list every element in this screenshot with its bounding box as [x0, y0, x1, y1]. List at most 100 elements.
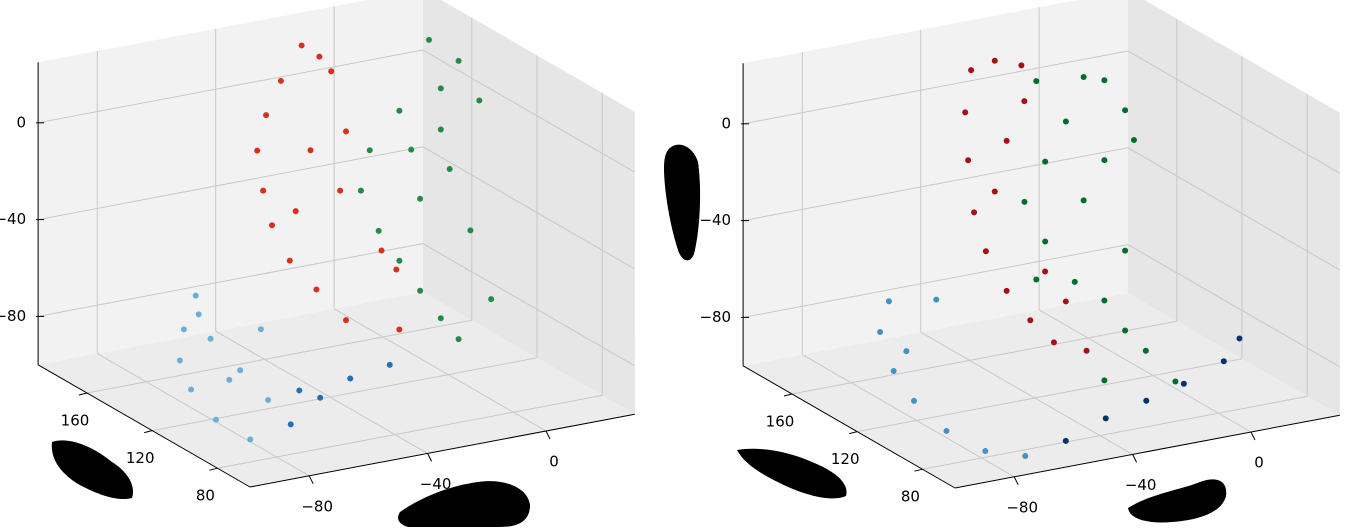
- point: [396, 326, 403, 333]
- point: [337, 187, 344, 194]
- series: [1062, 335, 1243, 444]
- point: [316, 53, 323, 60]
- y-tick: [209, 467, 218, 471]
- point: [254, 147, 261, 154]
- point: [1101, 377, 1108, 384]
- z-tick-label: −80: [699, 308, 731, 326]
- point: [1003, 287, 1010, 294]
- series: [176, 292, 272, 443]
- point: [943, 427, 950, 434]
- point: [877, 329, 884, 335]
- series: [254, 42, 403, 333]
- grid-line: [922, 395, 1308, 470]
- x-tick-label: −80: [301, 497, 333, 515]
- point: [437, 85, 444, 92]
- x-tick: [545, 430, 551, 440]
- grid-line: [97, 353, 310, 477]
- point: [287, 421, 294, 428]
- back-pane: [743, 0, 1128, 366]
- point: [968, 67, 975, 74]
- point: [1021, 98, 1028, 105]
- point: [1062, 118, 1069, 125]
- point: [357, 187, 364, 194]
- x-tick-label: 0: [549, 453, 559, 471]
- y-tick-label: 160: [766, 413, 795, 431]
- point: [292, 208, 299, 215]
- point: [417, 195, 424, 202]
- side-pane: [1127, 0, 1340, 416]
- point: [269, 222, 276, 229]
- point: [298, 42, 305, 49]
- point: [885, 298, 892, 305]
- x-tick: [1132, 454, 1138, 463]
- series: [287, 361, 393, 428]
- grid-line: [791, 320, 1177, 395]
- point: [257, 326, 264, 333]
- grid-line: [1127, 147, 1341, 271]
- grid-line: [86, 319, 472, 394]
- x-tick-label: −40: [420, 475, 452, 493]
- point: [347, 375, 354, 382]
- point: [1080, 73, 1087, 80]
- point: [188, 386, 195, 393]
- point: [396, 107, 403, 114]
- x-tick-label: −80: [1006, 498, 1038, 516]
- redaction: [737, 448, 847, 499]
- grid-line: [215, 330, 428, 454]
- point: [286, 257, 293, 264]
- point: [1062, 437, 1069, 444]
- point: [263, 112, 270, 119]
- y-tick-label: 80: [196, 487, 215, 505]
- point: [195, 311, 202, 318]
- y-tick: [144, 430, 153, 434]
- point: [237, 367, 244, 374]
- y-axis-line: [37, 364, 251, 488]
- point: [386, 361, 393, 368]
- side-pane: [422, 0, 635, 415]
- point: [437, 126, 444, 133]
- point: [408, 146, 415, 153]
- point: [207, 335, 214, 342]
- point: [965, 157, 972, 164]
- point: [1033, 276, 1040, 283]
- point: [962, 109, 969, 116]
- point: [212, 416, 219, 423]
- point: [343, 128, 350, 135]
- point: [476, 97, 483, 104]
- point: [991, 57, 998, 64]
- series: [357, 36, 495, 343]
- point: [375, 227, 382, 234]
- point: [890, 368, 897, 375]
- point: [1220, 358, 1227, 365]
- z-tick-label: 0: [17, 113, 27, 131]
- point: [1172, 378, 1179, 385]
- point: [328, 68, 335, 75]
- z-tick-label: −80: [0, 307, 26, 325]
- z-tick-label: 0: [722, 114, 732, 132]
- y-tick: [78, 392, 88, 396]
- chart-3d: −80 −40 0 80 120 160 −80 −40 0: [699, 0, 1341, 516]
- point: [393, 266, 400, 273]
- grid-line: [1127, 50, 1341, 174]
- point: [971, 209, 978, 216]
- point: [176, 357, 183, 364]
- point: [437, 315, 444, 322]
- point: [1101, 77, 1108, 84]
- point: [488, 296, 495, 303]
- point: [417, 287, 424, 294]
- point: [1236, 335, 1243, 342]
- grid-line: [857, 358, 1243, 433]
- grid-line: [217, 394, 603, 469]
- y-tick: [849, 431, 858, 435]
- x-tick: [1013, 476, 1019, 486]
- grid-line: [38, 243, 423, 317]
- point: [982, 248, 989, 255]
- point: [1083, 347, 1090, 354]
- point: [446, 166, 453, 172]
- y-tick-label: 120: [126, 449, 155, 467]
- y-tick: [783, 393, 793, 397]
- series: [877, 296, 1029, 459]
- point: [396, 257, 403, 264]
- point: [1122, 327, 1129, 334]
